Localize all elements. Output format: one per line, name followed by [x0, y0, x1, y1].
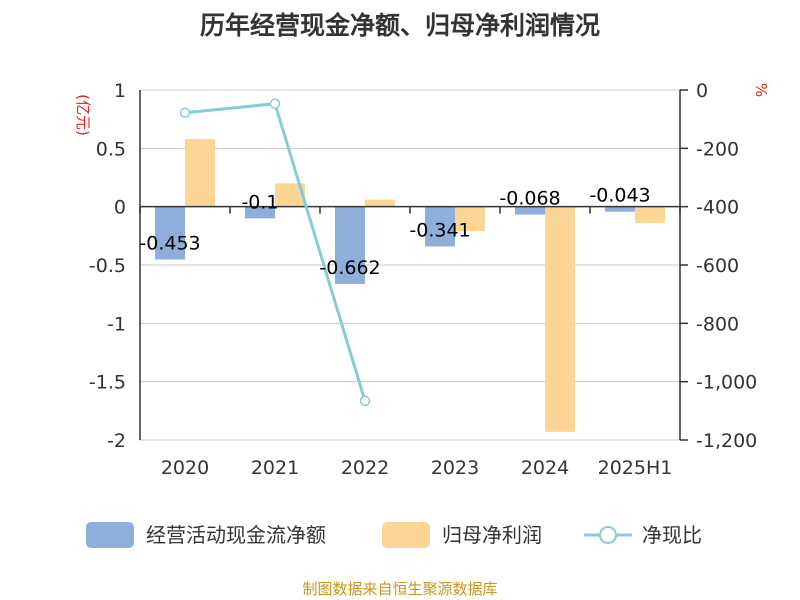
axes: 1 0.5 0 -0.5 -1 -1.5 -2 0 -200 -400 -600 -800 -1,000… [89, 80, 757, 479]
data-label: -0.068 [499, 188, 560, 210]
bar-net-profit [365, 199, 395, 207]
data-label: -0.341 [409, 219, 470, 241]
chart-title: 历年经营现金净额、归母净利润情况 [200, 11, 600, 40]
category-label: 2024 [521, 457, 569, 479]
bar-cash-flow [515, 206, 545, 215]
source-note: 制图数据来自恒生聚源数据库 [302, 580, 497, 598]
left-tick-label: 0.5 [96, 138, 126, 160]
left-tick-label: -1.5 [89, 372, 126, 394]
right-tick-label: -600 [696, 255, 739, 277]
legend: 经营活动现金流净额 归母净利润 净现比 [86, 522, 702, 548]
legend-label-ratio: 净现比 [642, 523, 702, 547]
right-tick-label: -200 [696, 138, 739, 160]
bar-cash-flow [605, 206, 635, 212]
legend-marker-ratio [599, 526, 617, 544]
left-axis-unit: (亿元) [74, 94, 92, 136]
category-label: 2020 [161, 457, 209, 479]
legend-label-net-profit: 归母净利润 [442, 523, 542, 547]
gridlines [140, 89, 680, 441]
left-tick-label: 0 [114, 197, 126, 219]
bar-cash-flow [335, 206, 365, 284]
right-axis-unit: % [752, 83, 770, 97]
left-tick-label: -0.5 [89, 255, 126, 277]
category-label: 2023 [431, 457, 479, 479]
data-label: -0.1 [241, 191, 278, 213]
bar-cash-flow [425, 206, 455, 247]
ratio-point [179, 107, 191, 118]
ratio-point [359, 395, 371, 407]
data-labels: -0.453 -0.1 -0.662 -0.341 -0.068 -0.043 [139, 185, 650, 279]
right-tick-label: -1,000 [696, 372, 757, 394]
data-label: -0.043 [589, 185, 650, 207]
bars [155, 139, 665, 432]
bar-net-profit [635, 206, 665, 223]
left-tick-label: 1 [114, 80, 126, 102]
bar-cash-flow [155, 206, 185, 260]
legend-swatch-cash-flow [86, 522, 134, 548]
right-tick-label: 0 [696, 80, 708, 102]
ratio-point [269, 98, 281, 109]
ratio-line [179, 98, 371, 407]
legend-swatch-net-profit [382, 522, 430, 548]
bar-net-profit [455, 206, 485, 232]
legend-label-cash-flow: 经营活动现金流净额 [146, 523, 326, 547]
category-label: 2022 [341, 457, 389, 479]
data-label: -0.453 [139, 233, 200, 255]
right-tick-label: -1,200 [696, 430, 757, 452]
category-label: 2021 [251, 457, 299, 479]
bar-net-profit [275, 183, 305, 207]
bar-net-profit [185, 139, 215, 207]
right-tick-label: -800 [696, 313, 739, 335]
bar-cash-flow [245, 206, 275, 219]
bar-net-profit [545, 206, 575, 432]
left-tick-label: -1 [107, 313, 126, 335]
category-label: 2025H1 [598, 457, 673, 479]
data-label: -0.662 [319, 257, 380, 279]
left-tick-label: -2 [107, 430, 126, 452]
right-tick-label: -400 [696, 197, 739, 219]
